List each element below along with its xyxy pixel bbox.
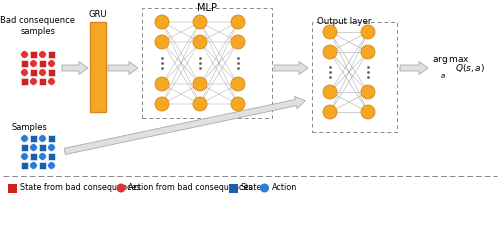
Circle shape [361, 105, 375, 119]
Circle shape [231, 97, 245, 111]
Circle shape [48, 60, 56, 67]
Text: $a$: $a$ [440, 72, 446, 80]
FancyBboxPatch shape [30, 153, 38, 160]
Circle shape [38, 69, 46, 76]
FancyBboxPatch shape [38, 144, 46, 151]
FancyBboxPatch shape [20, 60, 28, 67]
Circle shape [323, 25, 337, 39]
Circle shape [20, 153, 28, 160]
FancyBboxPatch shape [48, 153, 56, 160]
Text: Samples: Samples [12, 123, 48, 132]
Circle shape [361, 45, 375, 59]
Polygon shape [62, 62, 88, 74]
Circle shape [20, 135, 28, 142]
Circle shape [30, 60, 38, 67]
Text: $\mathrm{arg\,max}$: $\mathrm{arg\,max}$ [432, 54, 470, 66]
FancyBboxPatch shape [30, 135, 38, 142]
Circle shape [155, 77, 169, 91]
FancyBboxPatch shape [30, 69, 38, 76]
Text: State from bad consequences: State from bad consequences [20, 183, 140, 192]
FancyArrowPatch shape [64, 96, 306, 155]
Circle shape [155, 15, 169, 29]
Circle shape [30, 162, 38, 169]
Circle shape [361, 25, 375, 39]
FancyBboxPatch shape [20, 162, 28, 169]
Polygon shape [274, 62, 308, 74]
Circle shape [20, 51, 28, 58]
Circle shape [193, 35, 207, 49]
FancyBboxPatch shape [48, 135, 56, 142]
Polygon shape [400, 62, 428, 74]
Circle shape [30, 144, 38, 151]
Text: Action: Action [272, 183, 297, 192]
Circle shape [231, 15, 245, 29]
FancyBboxPatch shape [30, 51, 38, 58]
Circle shape [38, 135, 46, 142]
Circle shape [38, 153, 46, 160]
Circle shape [231, 35, 245, 49]
Polygon shape [108, 62, 138, 74]
Circle shape [48, 144, 56, 151]
Circle shape [116, 183, 126, 192]
Circle shape [48, 162, 56, 169]
Circle shape [323, 45, 337, 59]
Text: MLP: MLP [197, 3, 217, 13]
Circle shape [260, 183, 269, 192]
Circle shape [231, 77, 245, 91]
Text: Bad consequence
samples: Bad consequence samples [0, 16, 76, 36]
Circle shape [323, 105, 337, 119]
FancyBboxPatch shape [38, 162, 46, 169]
Circle shape [193, 97, 207, 111]
FancyBboxPatch shape [90, 22, 106, 112]
Circle shape [193, 15, 207, 29]
Text: Action from bad consequences: Action from bad consequences [128, 183, 253, 192]
Circle shape [20, 69, 28, 76]
Circle shape [38, 51, 46, 58]
Circle shape [361, 85, 375, 99]
Text: Output layer: Output layer [317, 17, 372, 26]
Circle shape [193, 77, 207, 91]
FancyBboxPatch shape [20, 144, 28, 151]
Text: GRU: GRU [89, 10, 107, 19]
Circle shape [30, 78, 38, 85]
FancyBboxPatch shape [8, 183, 17, 192]
FancyBboxPatch shape [48, 69, 56, 76]
Circle shape [155, 35, 169, 49]
Text: State: State [240, 183, 262, 192]
Circle shape [48, 78, 56, 85]
FancyBboxPatch shape [228, 183, 237, 192]
FancyBboxPatch shape [38, 78, 46, 85]
Circle shape [155, 97, 169, 111]
FancyBboxPatch shape [48, 51, 56, 58]
Text: $Q(s,a)$: $Q(s,a)$ [455, 62, 485, 74]
FancyBboxPatch shape [38, 60, 46, 67]
FancyBboxPatch shape [20, 78, 28, 85]
Circle shape [323, 85, 337, 99]
